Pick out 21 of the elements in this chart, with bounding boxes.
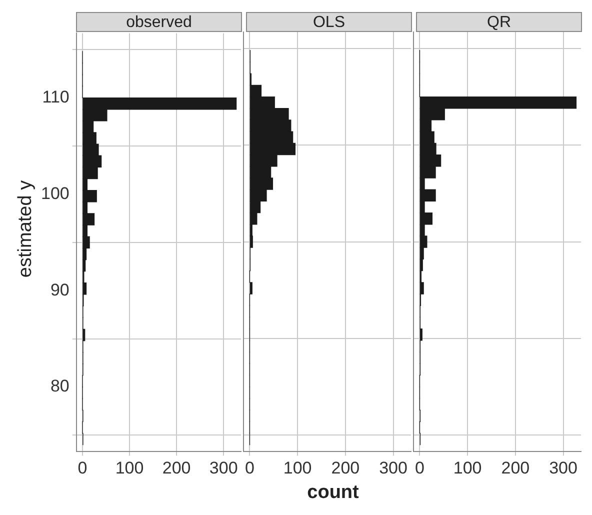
chart-title: observed [76,12,242,32]
x-tick-label: 200 [162,458,191,478]
chart-title: OLS [246,12,412,32]
x-tick-label: 0 [244,458,254,478]
x-tick-label: 100 [453,458,482,478]
y-axis-title: estimated y [15,179,37,280]
y-tick-label: 80 [50,376,70,396]
y-tick-label: 110 [42,87,70,106]
x-axis-title: count [306,482,360,504]
x-tick-label: 200 [331,458,360,478]
x-tick-label: 200 [501,458,530,478]
x-tick-label: 300 [549,458,578,478]
y-tick-label: 100 [40,184,70,203]
x-tick-label: 0 [78,458,88,478]
x-tick-label: 100 [115,458,144,478]
y-tick-label: 90 [50,280,70,300]
x-tick-label: 0 [414,458,424,478]
chart-title: QR [416,12,582,32]
x-tick-label: 300 [209,458,238,478]
x-tick-label: 300 [379,458,408,478]
x-tick-label: 100 [283,458,312,478]
